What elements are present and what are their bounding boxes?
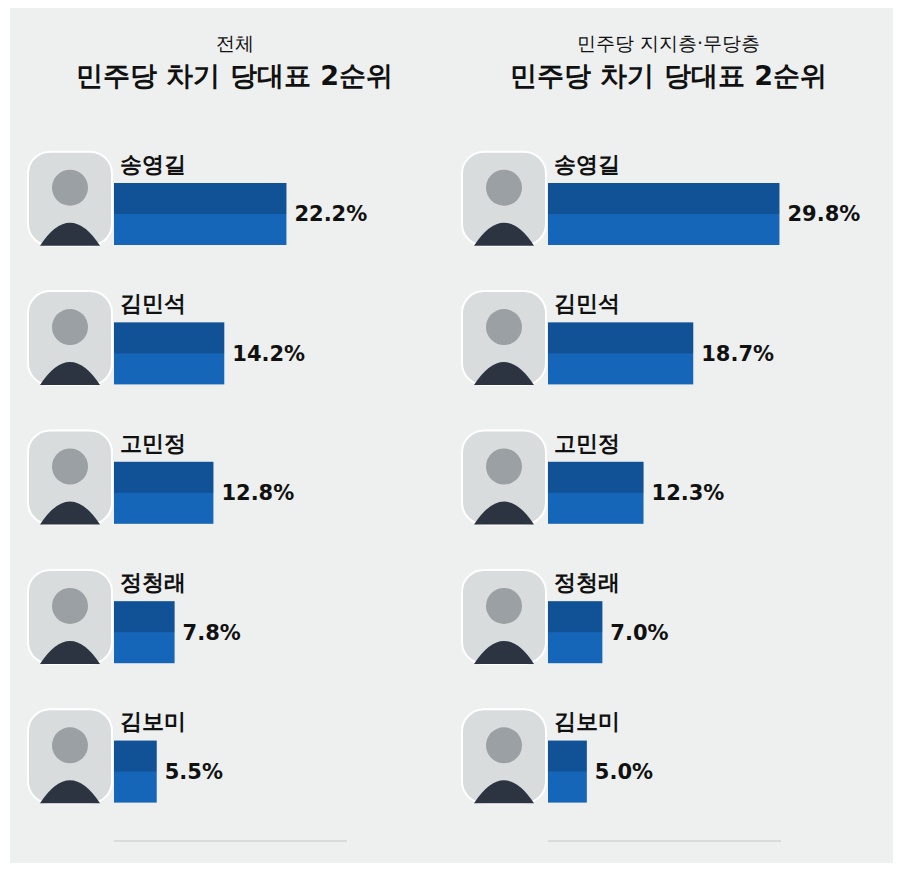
svg-text:12.8%: 12.8% bbox=[221, 481, 294, 505]
svg-text:김민석: 김민석 bbox=[554, 291, 620, 316]
svg-text:29.8%: 29.8% bbox=[787, 202, 860, 226]
svg-text:김보미: 김보미 bbox=[120, 709, 186, 734]
svg-text:7.8%: 7.8% bbox=[183, 621, 241, 645]
svg-text:고민정: 고민정 bbox=[120, 431, 186, 456]
svg-text:송영길: 송영길 bbox=[554, 152, 620, 177]
svg-text:김민석: 김민석 bbox=[120, 291, 186, 316]
svg-text:7.0%: 7.0% bbox=[610, 621, 668, 645]
svg-text:정청래: 정청래 bbox=[120, 570, 186, 595]
svg-text:22.2%: 22.2% bbox=[294, 202, 367, 226]
svg-text:김보미: 김보미 bbox=[554, 709, 620, 734]
html-text:민주당 차기 당대표 2순위: 민주당 차기 당대표 2순위 bbox=[76, 60, 393, 91]
html-text:민주당 지지층·무당층: 민주당 지지층·무당층 bbox=[577, 32, 760, 54]
html-text:전체: 전체 bbox=[215, 32, 254, 54]
svg-text:18.7%: 18.7% bbox=[701, 342, 774, 366]
svg-text:12.3%: 12.3% bbox=[652, 481, 725, 505]
svg-text:5.0%: 5.0% bbox=[595, 760, 653, 784]
svg-text:5.5%: 5.5% bbox=[165, 760, 223, 784]
svg-text:송영길: 송영길 bbox=[120, 152, 186, 177]
svg-text:정청래: 정청래 bbox=[554, 570, 620, 595]
svg-text:고민정: 고민정 bbox=[554, 431, 620, 456]
svg-text:14.2%: 14.2% bbox=[232, 342, 305, 366]
html-text:민주당 차기 당대표 2순위: 민주당 차기 당대표 2순위 bbox=[510, 60, 827, 91]
